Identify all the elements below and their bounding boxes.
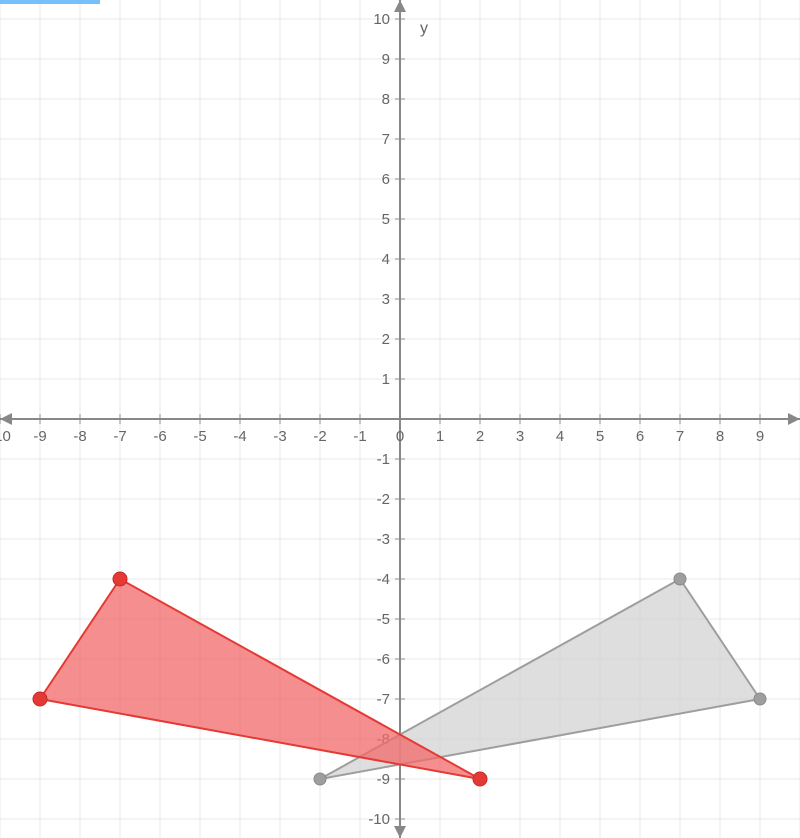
x-tick-label: 3 — [516, 428, 524, 445]
y-tick-label: 8 — [382, 91, 390, 108]
y-axis-name: y — [420, 20, 428, 37]
selection-highlight — [0, 0, 100, 4]
x-tick-label: -2 — [313, 428, 326, 445]
red-triangle-vertex[interactable] — [113, 572, 127, 586]
x-tick-label: 1 — [436, 428, 444, 445]
gray-triangle-vertex[interactable] — [314, 773, 326, 785]
y-tick-label: 2 — [382, 331, 390, 348]
x-tick-label: -8 — [73, 428, 86, 445]
x-tick-label: 8 — [716, 428, 724, 445]
y-tick-label: 6 — [382, 171, 390, 188]
y-tick-label: 1 — [382, 371, 390, 388]
x-tick-label: 5 — [596, 428, 604, 445]
red-triangle-vertex[interactable] — [473, 772, 487, 786]
red-triangle[interactable] — [40, 579, 480, 779]
y-tick-label: -2 — [377, 491, 390, 508]
y-tick-label: -6 — [377, 651, 390, 668]
y-tick-label: -5 — [377, 611, 390, 628]
y-tick-label: -9 — [377, 771, 390, 788]
arrow-down-icon — [394, 826, 406, 838]
x-tick-label: 4 — [556, 428, 564, 445]
x-tick-label: -1 — [353, 428, 366, 445]
y-tick-label: 10 — [373, 11, 390, 28]
arrow-right-icon — [788, 413, 800, 425]
x-tick-label: -4 — [233, 428, 246, 445]
x-tick-label: -3 — [273, 428, 286, 445]
x-tick-label: -5 — [193, 428, 206, 445]
x-tick-label: 2 — [476, 428, 484, 445]
y-tick-label: -7 — [377, 691, 390, 708]
x-tick-label: -10 — [0, 428, 11, 445]
y-tick-label: 9 — [382, 51, 390, 68]
gray-triangle-vertex[interactable] — [754, 693, 766, 705]
y-tick-label: 4 — [382, 251, 390, 268]
arrow-left-icon — [0, 413, 12, 425]
y-tick-label: -4 — [377, 571, 390, 588]
x-tick-label: 6 — [636, 428, 644, 445]
x-tick-label: 0 — [396, 428, 404, 445]
red-triangle-vertex[interactable] — [33, 692, 47, 706]
x-tick-label: -7 — [113, 428, 126, 445]
arrow-up-icon — [394, 0, 406, 12]
x-tick-label: 9 — [756, 428, 764, 445]
y-tick-label: -10 — [368, 811, 390, 828]
y-tick-label: 7 — [382, 131, 390, 148]
y-tick-label: -3 — [377, 531, 390, 548]
x-tick-label: -9 — [33, 428, 46, 445]
gray-triangle-vertex[interactable] — [674, 573, 686, 585]
y-tick-label: 5 — [382, 211, 390, 228]
y-tick-label: -1 — [377, 451, 390, 468]
chart-svg[interactable]: -10-9-8-7-6-5-4-3-2-10123456789123456789… — [0, 0, 800, 838]
x-tick-label: 7 — [676, 428, 684, 445]
x-tick-label: -6 — [153, 428, 166, 445]
coordinate-chart: -10-9-8-7-6-5-4-3-2-10123456789123456789… — [0, 0, 800, 838]
y-tick-label: 3 — [382, 291, 390, 308]
